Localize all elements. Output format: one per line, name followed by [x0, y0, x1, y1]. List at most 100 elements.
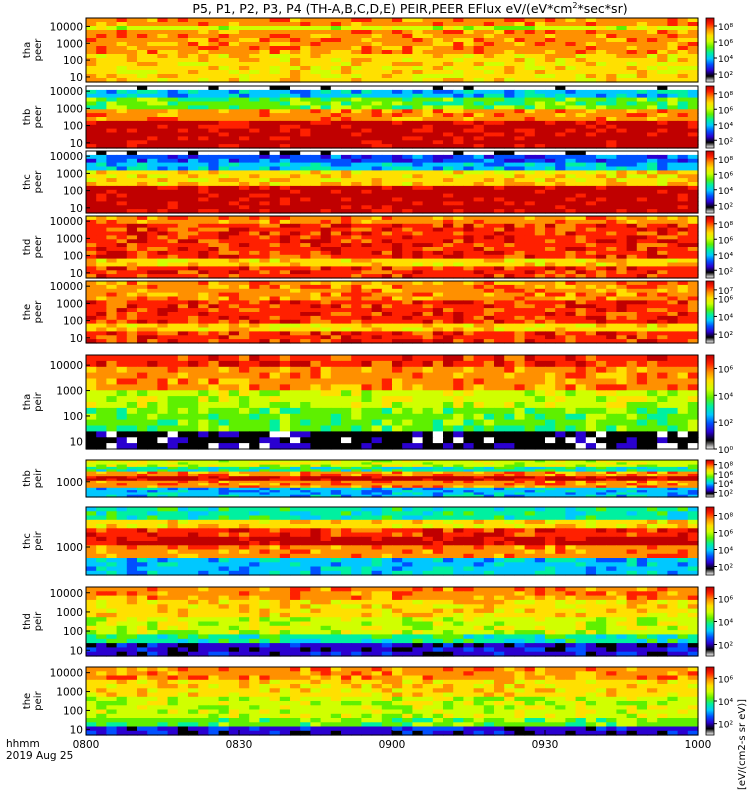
spectrogram-cell — [371, 205, 383, 210]
spectrogram-cell — [473, 120, 485, 126]
spectrogram-cell — [147, 136, 158, 141]
spectrogram-cell — [667, 254, 679, 260]
spectrogram-cell — [208, 144, 220, 149]
spectrogram-cell — [96, 62, 107, 67]
spectrogram-cell — [239, 327, 250, 332]
spectrogram-cell — [157, 243, 169, 248]
spectrogram-cell — [351, 323, 362, 329]
spectrogram-cell — [616, 144, 628, 149]
spectrogram-cell — [106, 331, 118, 336]
spectrogram-cell — [351, 262, 362, 267]
spectrogram-cell — [647, 34, 658, 39]
spectrogram-cell — [371, 162, 383, 168]
spectrogram-cell — [320, 22, 332, 27]
panel-frame — [85, 215, 699, 279]
spectrogram-cell — [636, 319, 648, 325]
spectrogram-cell — [555, 201, 566, 206]
spectrogram-cell — [647, 262, 658, 267]
spectrogram-cell — [616, 70, 628, 75]
spectrogram-cell — [565, 101, 577, 106]
spectrogram-cell — [126, 254, 138, 260]
spectrogram-cell — [188, 219, 199, 225]
spectrogram-cell — [473, 46, 485, 51]
spectrogram-cell — [596, 288, 607, 294]
spectrogram-cell — [116, 70, 128, 75]
spectrogram-cell — [463, 140, 475, 145]
spectrogram-cell — [687, 38, 699, 43]
spectrogram-cell — [157, 266, 169, 271]
spectrogram-cell — [157, 42, 169, 47]
spectrogram-cell — [279, 136, 291, 141]
spectrogram-cell — [290, 78, 301, 83]
spectrogram-cell — [443, 151, 454, 156]
spectrogram-cell — [351, 308, 362, 313]
spectrogram-cell — [422, 120, 434, 126]
spectrogram-cell — [626, 54, 638, 59]
spectrogram-cell — [504, 274, 515, 279]
spectrogram-cell — [96, 144, 107, 149]
spectrogram-cell — [86, 34, 97, 39]
spectrogram-cell — [432, 136, 444, 141]
spectrogram-cell — [626, 270, 638, 275]
spectrogram-cell — [626, 274, 638, 279]
spectrogram-cell — [249, 205, 260, 210]
spectrogram-cell — [341, 38, 352, 43]
spectrogram-cell — [198, 327, 209, 332]
spectrogram-cell — [351, 166, 362, 171]
spectrogram-cell — [402, 54, 413, 59]
spectrogram-cell — [300, 58, 311, 63]
spectrogram-cell — [361, 101, 373, 106]
spectrogram-cell — [657, 78, 668, 83]
spectrogram-cell — [249, 70, 260, 75]
spectrogram-cell — [320, 219, 332, 225]
spectrogram-cell — [106, 315, 118, 321]
spectrogram-cell — [422, 158, 434, 164]
spectrogram-cell — [483, 205, 495, 210]
spectrogram-cell — [555, 54, 566, 59]
spectrogram-cell — [524, 42, 536, 47]
spectrogram-cell — [137, 109, 148, 114]
spectrogram-cell — [412, 174, 424, 179]
spectrogram-cell — [106, 235, 118, 240]
spectrogram-cell — [188, 185, 199, 191]
spectrogram-cell — [402, 128, 413, 134]
spectrogram-cell — [473, 323, 485, 329]
spectrogram-cell — [412, 231, 424, 236]
spectrogram-cell — [167, 70, 179, 75]
spectrogram-cell — [494, 201, 505, 206]
spectrogram-cell — [330, 101, 342, 106]
spectrogram-cell — [422, 132, 434, 137]
spectrogram-cell — [606, 292, 617, 298]
spectrogram-cell — [432, 97, 444, 103]
spectrogram-cell — [514, 270, 526, 275]
spectrogram-cell — [126, 151, 138, 156]
spectrogram-cell — [167, 178, 179, 183]
spectrogram-cell — [381, 254, 393, 260]
spectrogram-cell — [647, 136, 658, 141]
spectrogram-cell — [677, 86, 689, 91]
spectrogram-cell — [249, 243, 260, 248]
spectrogram-cell — [157, 18, 169, 23]
spectrogram-cell — [249, 254, 260, 260]
spectrogram-cell — [392, 247, 403, 252]
spectrogram-cell — [381, 26, 393, 31]
spectrogram-cell — [545, 62, 556, 67]
spectrogram-cell — [463, 42, 475, 47]
spectrogram-cell — [422, 239, 434, 244]
spectrogram-cell — [86, 201, 97, 206]
spectrogram-cell — [188, 281, 199, 286]
spectrogram-cell — [514, 235, 526, 240]
spectrogram-cell — [636, 174, 648, 179]
spectrogram-cell — [422, 216, 434, 221]
spectrogram-cell — [167, 151, 179, 156]
spectrogram-cell — [351, 38, 362, 43]
spectrogram-cell — [606, 258, 617, 264]
spectrogram-cell — [616, 308, 628, 313]
spectrogram-cell — [371, 227, 383, 233]
spectrogram-cell — [239, 54, 250, 59]
spectrogram-cell — [585, 339, 597, 344]
spectrogram-cell — [565, 158, 577, 164]
spectrogram-cell — [626, 201, 638, 206]
spectrogram-cell — [647, 216, 658, 221]
